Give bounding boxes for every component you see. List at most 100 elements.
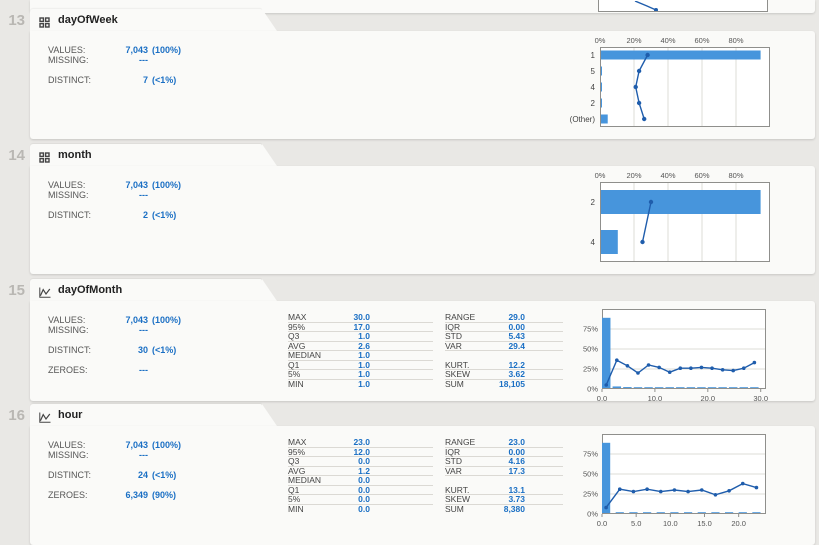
table-row-label: IQR bbox=[445, 446, 461, 457]
table-row-label: RANGE bbox=[445, 312, 476, 323]
stat-group: DISTINCT: 30 (<1%) bbox=[48, 345, 288, 355]
variable-card: 16 hour VALUES: 7,043 (100%) MISSING: --- DIS… bbox=[8, 404, 815, 545]
stat-label: MISSING: bbox=[48, 450, 89, 460]
stat-group: VALUES: 7,043 (100%) MISSING: --- bbox=[48, 180, 288, 200]
stat-label: DISTINCT: bbox=[48, 470, 92, 480]
table-row-value: 1.0 bbox=[358, 350, 370, 361]
stats-list: VALUES: 7,043 (100%) MISSING: --- DISTINCT: 2 (… bbox=[48, 180, 288, 230]
table-row: SUM 18,105 bbox=[445, 379, 563, 390]
table-row: 95% 17.0 bbox=[288, 321, 433, 332]
category-frequency-chart: 0% 20% 40% 60% 80% 2 4 bbox=[567, 170, 772, 264]
moments-table: RANGE 23.0 IQR 0.00 STD 4.16 VAR 17.3 KURT. 13.1 S… bbox=[445, 437, 563, 515]
stat-row: VALUES: 7,043 (100%) bbox=[48, 440, 288, 450]
table-row-label: MEDIAN bbox=[288, 350, 322, 361]
stats-list: VALUES: 7,043 (100%) MISSING: --- DISTINCT: 7 (… bbox=[48, 45, 288, 95]
stat-label: MISSING: bbox=[48, 190, 89, 200]
svg-text:75%: 75% bbox=[583, 325, 598, 334]
stat-row: VALUES: 7,043 (100%) bbox=[48, 180, 288, 190]
svg-text:0.0: 0.0 bbox=[597, 519, 607, 528]
histogram-chart: 0% 25% 50% 75% 0.0 10.0 20.0 30.0 bbox=[572, 305, 772, 401]
table-row-label: 95% bbox=[288, 321, 306, 332]
table-row: SUM 8,380 bbox=[445, 504, 563, 515]
table-row: KURT. 13.1 bbox=[445, 485, 563, 495]
svg-text:40%: 40% bbox=[660, 171, 675, 180]
svg-text:60%: 60% bbox=[694, 171, 709, 180]
grid-icon bbox=[39, 150, 51, 163]
card-tab[interactable]: dayOfWeek bbox=[30, 9, 277, 31]
stat-percent: (90%) bbox=[152, 490, 177, 500]
stat-percent: (<1%) bbox=[152, 345, 177, 355]
table-row-value: 8,380 bbox=[503, 504, 525, 515]
table-row-value: 12.2 bbox=[508, 359, 525, 370]
stat-percent: (100%) bbox=[152, 180, 182, 190]
quantile-table: MAX 23.0 95% 12.0 Q3 0.0 AVG 1.2 MEDIAN 0.0 Q1 0.0 5… bbox=[288, 437, 433, 515]
card-tab[interactable]: month bbox=[30, 144, 277, 166]
stat-row: ZEROES: --- bbox=[48, 365, 288, 375]
table-row-value: 1.0 bbox=[358, 379, 370, 390]
table-row: 95% 12.0 bbox=[288, 447, 433, 457]
table-row: Q3 0.0 bbox=[288, 456, 433, 467]
variable-card: 14 month VALUES: 7,043 (100%) MISSING: --- DI… bbox=[8, 144, 815, 274]
stat-group: DISTINCT: 24 (<1%) bbox=[48, 470, 288, 480]
table-row-label: SUM bbox=[445, 379, 464, 390]
stat-percent: (100%) bbox=[152, 45, 182, 55]
svg-text:1: 1 bbox=[591, 51, 596, 60]
moments-table: RANGE 29.0 IQR 0.00 STD 5.43 VAR 29.4 KURT. 12.2 S… bbox=[445, 312, 563, 390]
table-row-value: 23.0 bbox=[508, 437, 525, 448]
card-body: VALUES: 7,043 (100%) MISSING: --- DISTINCT: 7 (… bbox=[30, 31, 815, 139]
table-row: 5% 1.0 bbox=[288, 369, 433, 380]
stat-tables: MAX 30.0 95% 17.0 Q3 1.0 AVG 2.6 MEDIAN 1.0 Q1 1.0 5… bbox=[288, 312, 563, 390]
table-row-label: STD bbox=[445, 456, 462, 467]
stat-label: MISSING: bbox=[48, 55, 89, 65]
table-row-value: 0.0 bbox=[358, 484, 370, 495]
previous-chart-fragment bbox=[598, 0, 768, 12]
stat-value: --- bbox=[139, 190, 148, 200]
table-row: Q1 0.0 bbox=[288, 484, 433, 495]
grid-icon bbox=[39, 15, 51, 28]
table-row-value: 30.0 bbox=[353, 312, 370, 323]
stat-tables: MAX 23.0 95% 12.0 Q3 0.0 AVG 1.2 MEDIAN 0.0 Q1 0.0 5… bbox=[288, 437, 563, 515]
svg-text:0%: 0% bbox=[587, 510, 598, 519]
table-row: SKEW 3.62 bbox=[445, 369, 563, 380]
row-number: 15 bbox=[8, 282, 25, 299]
table-row-value: 0.0 bbox=[358, 475, 370, 486]
table-row-value: 0.0 bbox=[358, 504, 370, 515]
stats-list: VALUES: 7,043 (100%) MISSING: --- DISTINCT: 30… bbox=[48, 315, 288, 385]
table-row-value: 18,105 bbox=[499, 379, 525, 390]
table-row-value: 17.0 bbox=[353, 321, 370, 332]
stat-percent: (<1%) bbox=[152, 75, 177, 85]
svg-text:4: 4 bbox=[591, 238, 596, 247]
svg-text:80%: 80% bbox=[728, 171, 743, 180]
table-row-value: 23.0 bbox=[353, 437, 370, 448]
card-tab[interactable]: dayOfMonth bbox=[30, 279, 277, 301]
svg-text:5: 5 bbox=[591, 67, 596, 76]
table-row: STD 4.16 bbox=[445, 456, 563, 467]
stat-row: DISTINCT: 30 (<1%) bbox=[48, 345, 288, 355]
stat-label: ZEROES: bbox=[48, 490, 88, 500]
table-row: MAX 30.0 bbox=[288, 312, 433, 323]
stat-label: DISTINCT: bbox=[48, 210, 92, 220]
histogram-chart: 0% 25% 50% 75% 0.0 5.0 10.0 15.0 20.0 bbox=[572, 430, 772, 528]
stat-label: DISTINCT: bbox=[48, 75, 92, 85]
stat-label: VALUES: bbox=[48, 315, 86, 325]
row-number: 16 bbox=[8, 407, 25, 424]
table-row-label: SKEW bbox=[445, 369, 471, 380]
table-row-label: MIN bbox=[288, 379, 304, 390]
stat-label: VALUES: bbox=[48, 440, 86, 450]
table-row-value: 4.16 bbox=[508, 456, 525, 467]
table-row: MIN 0.0 bbox=[288, 504, 433, 515]
table-row-label: Q1 bbox=[288, 359, 300, 370]
stat-label: VALUES: bbox=[48, 180, 86, 190]
variable-card: 13 dayOfWeek VALUES: 7,043 (100%) MISSING: -… bbox=[8, 9, 815, 139]
table-row-value: 0.00 bbox=[508, 321, 525, 332]
svg-text:10.0: 10.0 bbox=[648, 394, 663, 401]
table-row: IQR 0.00 bbox=[445, 321, 563, 332]
stat-label: MISSING: bbox=[48, 325, 89, 335]
svg-text:60%: 60% bbox=[694, 36, 709, 45]
stat-group: VALUES: 7,043 (100%) MISSING: --- bbox=[48, 440, 288, 460]
stat-group: DISTINCT: 7 (<1%) bbox=[48, 75, 288, 85]
card-tab[interactable]: hour bbox=[30, 404, 277, 426]
stat-percent: (<1%) bbox=[152, 470, 177, 480]
table-row-label: MAX bbox=[288, 312, 307, 323]
